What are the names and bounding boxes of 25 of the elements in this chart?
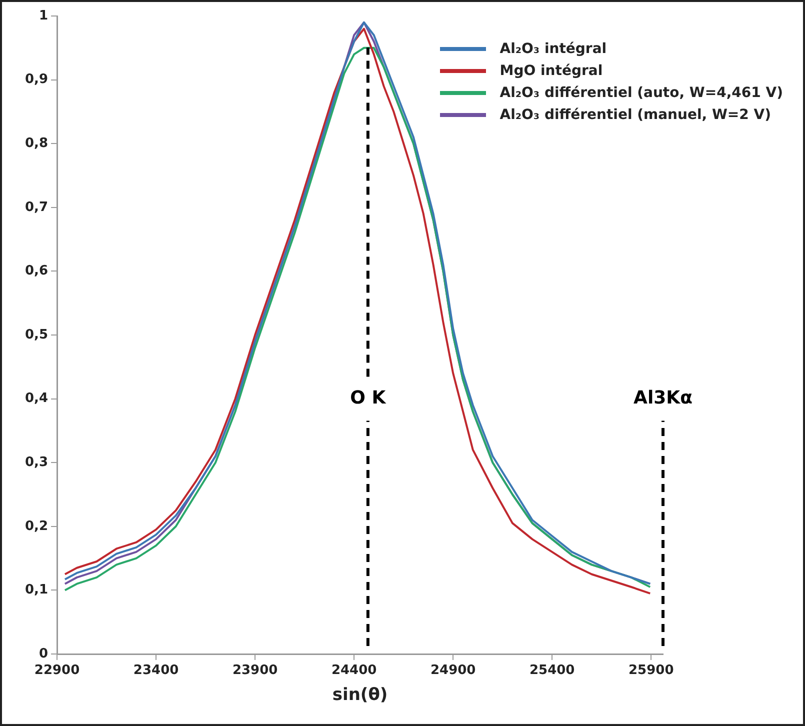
- ref-line-label: Al3Kα: [634, 387, 692, 408]
- y-tick-label: 0,6: [25, 264, 48, 279]
- legend-label: Al₂O₃ différentiel (manuel, W=2 V): [500, 107, 771, 123]
- legend-label: Al₂O₃ intégral: [500, 41, 607, 57]
- y-tick-label: 1: [38, 8, 48, 24]
- ref-line-label: O K: [350, 387, 387, 408]
- y-tick-label: 0,5: [25, 327, 48, 342]
- y-tick-label: 0,7: [25, 200, 48, 215]
- y-tick-label: 0,3: [25, 454, 48, 470]
- y-tick-label: 0,2: [25, 518, 48, 534]
- legend-label: Al₂O₃ différentiel (auto, W=4,461 V): [500, 85, 783, 101]
- x-tick-label: 23900: [232, 663, 278, 678]
- x-tick-label: 25900: [628, 663, 674, 678]
- y-tick-label: 0,8: [25, 136, 48, 151]
- x-tick-label: 23400: [133, 663, 179, 678]
- y-tick-label: 0: [38, 646, 48, 662]
- x-tick-label: 24900: [430, 663, 476, 678]
- x-axis-title: sin(θ): [332, 685, 388, 706]
- x-tick-label: 24400: [331, 663, 377, 678]
- y-tick-label: 0,1: [25, 582, 48, 598]
- x-tick-label: 22900: [34, 663, 80, 678]
- y-tick-label: 0,4: [25, 391, 48, 406]
- y-tick-label: 0,9: [25, 72, 48, 88]
- legend-label: MgO intégral: [500, 63, 603, 79]
- x-tick-label: 25400: [529, 663, 575, 678]
